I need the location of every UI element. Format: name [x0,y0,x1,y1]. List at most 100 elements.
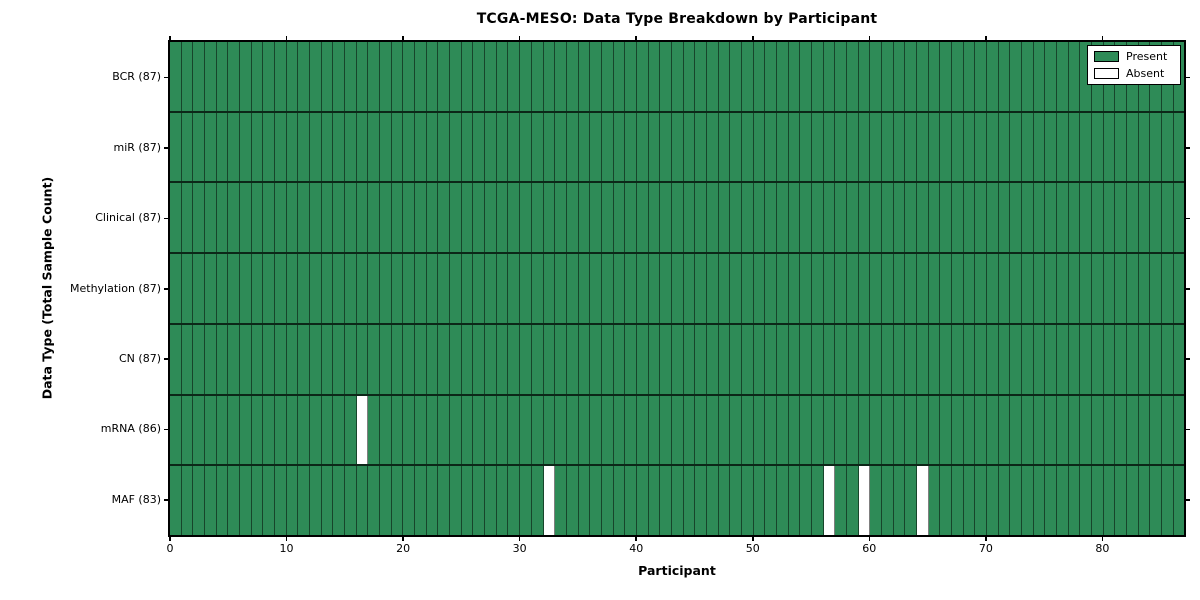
present-cell [648,466,661,536]
present-cell [905,324,917,394]
present-cell [251,324,264,394]
present-cell [963,324,976,394]
present-cell [636,466,649,536]
x-tick-label: 30 [512,542,527,555]
present-cell [835,112,847,182]
present-cell [286,183,299,253]
present-cell [613,183,626,253]
present-cell [1022,395,1034,465]
present-cell [1057,42,1069,111]
present-cell [601,324,614,394]
present-cell [1138,324,1151,394]
present-cell [905,466,917,536]
present-cell [415,254,427,323]
x-tick-mark [752,537,754,541]
present-cell [403,466,416,536]
present-cell [426,183,439,253]
present-cell [1115,324,1128,394]
present-cell [975,183,988,253]
present-cell [216,324,229,394]
present-cell [741,324,754,394]
present-cell [1150,112,1163,182]
present-cell [415,395,427,465]
present-cell [660,42,672,111]
present-cell [555,112,567,182]
present-cell [893,112,906,182]
present-cell [1022,254,1034,323]
present-cell [508,395,521,465]
present-cell [450,324,462,394]
present-cell [275,42,287,111]
present-cell [660,254,672,323]
present-cell [753,466,766,536]
present-cell [765,112,777,182]
present-cell [671,324,684,394]
present-cell [1173,112,1185,182]
present-cell [531,395,544,465]
present-cell [333,466,346,536]
present-cell [426,324,439,394]
present-cell [1080,466,1093,536]
y-tick-mark [1186,499,1190,501]
present-cell [543,324,556,394]
present-cell [1127,395,1139,465]
present-cell [566,42,579,111]
x-tick-label: 40 [629,542,644,555]
present-cell [531,254,544,323]
present-cell [858,183,871,253]
present-cell [1173,183,1185,253]
present-cell [520,112,532,182]
present-cell [1033,395,1046,465]
present-cell [181,183,194,253]
present-cell [345,183,357,253]
present-cell [356,42,369,111]
present-cell [846,254,859,323]
present-cell [940,112,953,182]
present-cell [1150,395,1163,465]
present-cell [1068,254,1081,323]
present-cell [881,254,894,323]
present-cell [1092,395,1104,465]
present-cell [181,324,194,394]
present-cell [426,112,439,182]
present-cell [893,254,906,323]
present-cell [952,42,964,111]
present-cell [461,466,474,536]
present-cell [450,395,462,465]
present-cell [321,254,334,323]
present-cell [776,183,789,253]
present-cell [496,112,509,182]
present-cell [473,183,486,253]
present-cell [800,183,812,253]
legend-item-absent: Absent [1094,67,1174,80]
present-cell [380,112,392,182]
present-cell [695,183,707,253]
x-tick-label: 20 [396,542,411,555]
present-cell [846,183,859,253]
present-cell [928,324,941,394]
present-cell [578,42,591,111]
present-cell [590,183,602,253]
present-cell [263,254,276,323]
present-cell [1162,466,1174,536]
present-cell [298,42,311,111]
present-cell [1115,112,1128,182]
y-tick-label-methylation: Methylation (87) [70,281,161,295]
present-cell [333,42,346,111]
present-cell [800,112,812,182]
present-cell [963,254,976,323]
present-cell [438,466,451,536]
present-cell [251,254,264,323]
present-cell [648,395,661,465]
present-cell [181,395,194,465]
present-cell [998,112,1011,182]
present-cell [706,42,719,111]
present-cell [1150,324,1163,394]
present-cell [170,254,182,323]
present-cell [1022,466,1034,536]
present-cell [1045,42,1058,111]
present-cell [963,112,976,182]
present-cell [835,324,847,394]
present-cell [520,324,532,394]
present-cell [1150,466,1163,536]
